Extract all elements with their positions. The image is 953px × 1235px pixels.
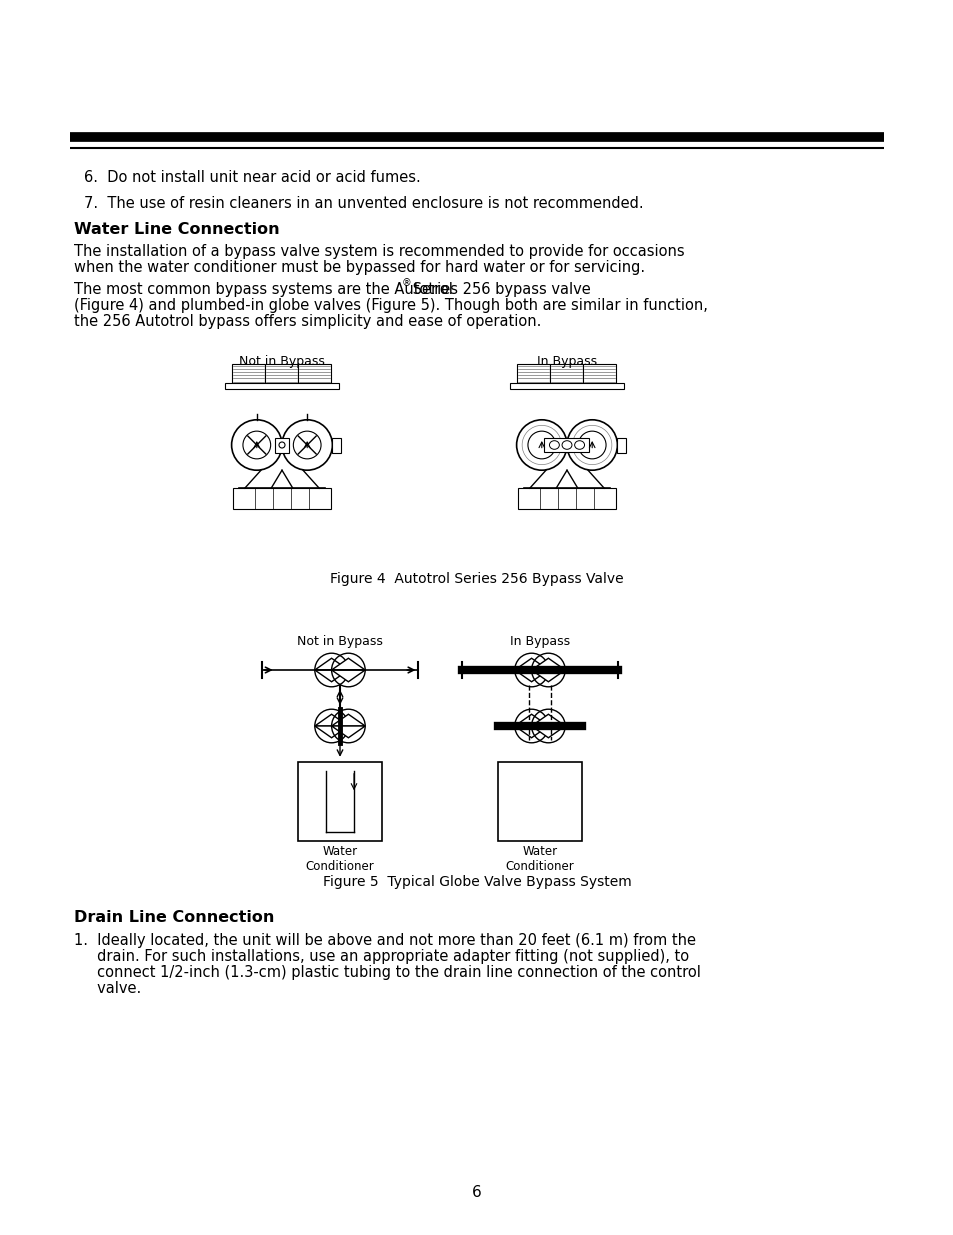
Text: Not in Bypass: Not in Bypass: [239, 354, 325, 368]
Polygon shape: [531, 671, 564, 682]
Text: The installation of a bypass valve system is recommended to provide for occasion: The installation of a bypass valve syste…: [74, 245, 684, 259]
Bar: [544, 438, 589, 452]
Bar: [583, 364, 616, 383]
Circle shape: [578, 431, 605, 459]
Text: 7.  The use of resin cleaners in an unvented enclosure is not recommended.: 7. The use of resin cleaners in an unven…: [84, 196, 643, 211]
Circle shape: [282, 420, 332, 471]
Text: In Bypass: In Bypass: [510, 635, 570, 648]
Bar: [233, 488, 331, 509]
Text: 6: 6: [472, 1186, 481, 1200]
Text: The most common bypass systems are the Autotrol: The most common bypass systems are the A…: [74, 282, 453, 296]
Text: Figure 4  Autotrol Series 256 Bypass Valve: Figure 4 Autotrol Series 256 Bypass Valv…: [330, 572, 623, 585]
Text: Water
Conditioner: Water Conditioner: [305, 845, 374, 873]
Bar: [332, 437, 341, 452]
Text: Water Line Connection: Water Line Connection: [74, 222, 280, 237]
Text: Water
Conditioner: Water Conditioner: [505, 845, 574, 873]
Text: Not in Bypass: Not in Bypass: [296, 635, 382, 648]
Text: (Figure 4) and plumbed-in globe valves (Figure 5). Though both are similar in fu: (Figure 4) and plumbed-in globe valves (…: [74, 298, 707, 312]
Bar: [275, 437, 289, 452]
Polygon shape: [332, 726, 365, 737]
Bar: [517, 364, 550, 383]
Polygon shape: [314, 658, 348, 671]
Ellipse shape: [549, 441, 558, 450]
Text: connect 1/2-inch (1.3-cm) plastic tubing to the drain line connection of the con: connect 1/2-inch (1.3-cm) plastic tubing…: [74, 965, 700, 981]
Circle shape: [232, 420, 282, 471]
Bar: [233, 364, 265, 383]
Polygon shape: [515, 671, 548, 682]
Polygon shape: [515, 714, 548, 726]
Polygon shape: [332, 714, 365, 726]
Text: 1.  Ideally located, the unit will be above and not more than 20 feet (6.1 m) fr: 1. Ideally located, the unit will be abo…: [74, 932, 696, 948]
Polygon shape: [332, 658, 365, 671]
Text: valve.: valve.: [74, 981, 141, 995]
Circle shape: [243, 431, 271, 459]
Text: when the water conditioner must be bypassed for hard water or for servicing.: when the water conditioner must be bypas…: [74, 261, 645, 275]
Polygon shape: [531, 726, 564, 737]
Polygon shape: [531, 658, 564, 671]
Circle shape: [517, 420, 566, 471]
Ellipse shape: [561, 441, 572, 450]
Circle shape: [293, 431, 321, 459]
Circle shape: [566, 420, 617, 471]
Text: Figure 5  Typical Globe Valve Bypass System: Figure 5 Typical Globe Valve Bypass Syst…: [322, 876, 631, 889]
Polygon shape: [332, 671, 365, 682]
Bar: [617, 437, 626, 452]
Bar: [265, 364, 298, 383]
Polygon shape: [314, 671, 348, 682]
Bar: [517, 488, 615, 509]
Bar: [225, 383, 338, 389]
Polygon shape: [314, 726, 348, 737]
Text: drain. For such installations, use an appropriate adapter fitting (not supplied): drain. For such installations, use an ap…: [74, 948, 689, 965]
Polygon shape: [314, 714, 348, 726]
Text: 6.  Do not install unit near acid or acid fumes.: 6. Do not install unit near acid or acid…: [84, 170, 420, 185]
Ellipse shape: [574, 441, 584, 450]
Text: Drain Line Connection: Drain Line Connection: [74, 910, 274, 925]
Bar: [550, 364, 583, 383]
Text: Series 256 bypass valve: Series 256 bypass valve: [408, 282, 591, 296]
Text: the 256 Autotrol bypass offers simplicity and ease of operation.: the 256 Autotrol bypass offers simplicit…: [74, 314, 541, 329]
Polygon shape: [515, 658, 548, 671]
Text: ®: ®: [401, 278, 411, 288]
Bar: [510, 383, 623, 389]
Bar: [297, 762, 381, 841]
Polygon shape: [515, 726, 548, 737]
Text: In Bypass: In Bypass: [537, 354, 597, 368]
Polygon shape: [531, 714, 564, 726]
Circle shape: [278, 442, 285, 448]
Bar: [497, 762, 581, 841]
Circle shape: [527, 431, 555, 459]
Bar: [298, 364, 331, 383]
